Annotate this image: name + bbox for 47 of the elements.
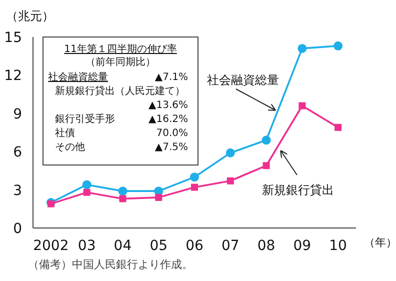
point bbox=[334, 41, 343, 50]
x-tick-label: 04 bbox=[114, 238, 132, 254]
annotation: （前年同期比） bbox=[86, 56, 156, 68]
y-axis-title: （兆元） bbox=[6, 9, 54, 23]
text: （備考）中国人民銀行より作成。 bbox=[28, 258, 193, 271]
point bbox=[334, 124, 342, 131]
point bbox=[83, 188, 90, 196]
point bbox=[118, 186, 128, 196]
x-tick-label: 2002 bbox=[33, 238, 69, 254]
point bbox=[155, 194, 162, 201]
x-tick-label: 05 bbox=[150, 238, 168, 254]
annotation: ▲13.6% bbox=[148, 100, 188, 111]
x-tick-label: 08 bbox=[257, 238, 276, 254]
y-tick-label: 3 bbox=[13, 182, 22, 199]
point bbox=[226, 148, 235, 158]
x-tick-label: 09 bbox=[293, 238, 312, 254]
point bbox=[119, 195, 126, 202]
point bbox=[262, 136, 271, 145]
point bbox=[298, 44, 307, 53]
x-tick-label: 10 bbox=[329, 238, 347, 254]
point bbox=[298, 102, 306, 110]
annotation: 社債 bbox=[55, 127, 75, 139]
series-label: 社会融資総量 bbox=[207, 73, 279, 87]
annotation: その他 bbox=[55, 141, 85, 153]
series-label: 新規銀行貸出 bbox=[262, 183, 334, 197]
y-tick-label: 12 bbox=[4, 68, 22, 84]
annotation: ▲7.5% bbox=[154, 142, 188, 153]
y-tick-label: 15 bbox=[4, 30, 22, 46]
x-axis-title: （年） bbox=[364, 236, 396, 249]
y-tick-label: 0 bbox=[13, 221, 22, 237]
annotation: 新規銀行貸出（人民元建て） bbox=[55, 85, 185, 97]
annotation: 社会融資総量 bbox=[48, 71, 108, 83]
y-tick-label: 9 bbox=[13, 106, 22, 122]
annotation: 70.0% bbox=[156, 128, 188, 139]
point bbox=[262, 162, 270, 170]
point bbox=[191, 184, 198, 191]
annotation: ▲7.1% bbox=[154, 72, 188, 83]
x-tick-label: 06 bbox=[186, 238, 204, 254]
annotation: 銀行引受手形 bbox=[55, 113, 115, 125]
annotation: 11年第１四半期の伸び率 bbox=[64, 43, 177, 55]
point bbox=[190, 172, 199, 182]
point bbox=[82, 180, 92, 190]
y-tick-label: 6 bbox=[13, 144, 22, 161]
point bbox=[226, 177, 234, 184]
x-tick-label: 03 bbox=[78, 238, 96, 254]
x-tick-label: 07 bbox=[221, 238, 240, 254]
annotation: ▲16.2% bbox=[148, 114, 188, 125]
